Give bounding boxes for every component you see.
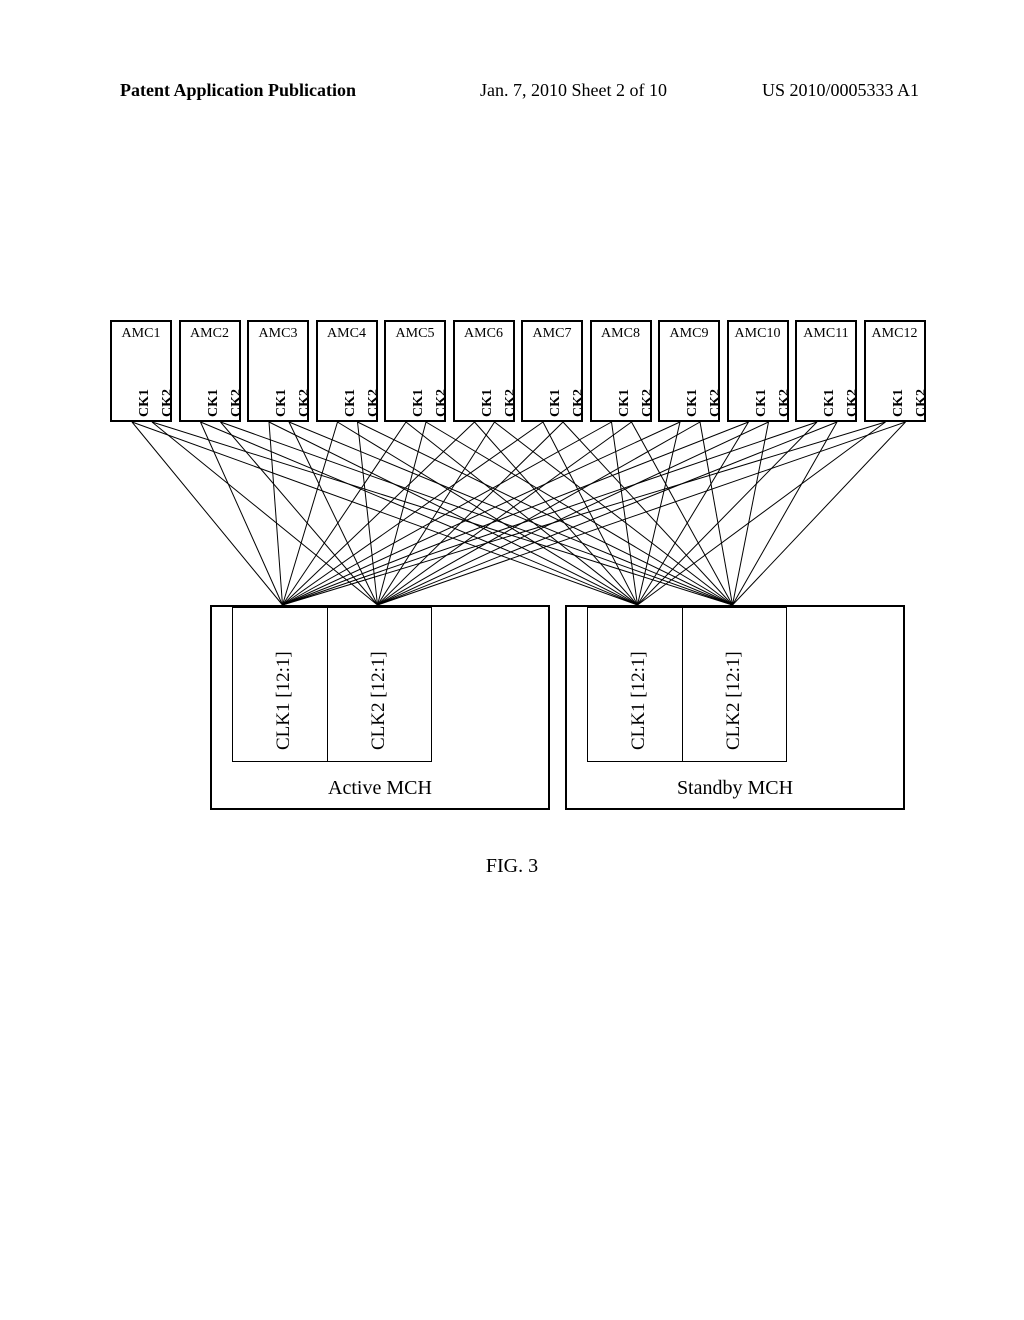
active-mch-caption: Active MCH bbox=[212, 777, 548, 800]
header-publication: Patent Application Publication bbox=[120, 80, 356, 101]
active-clk1-block: CLK1 [12:1] bbox=[232, 607, 337, 762]
active-mch-box: CLK1 [12:1] CLK2 [12:1] Active MCH bbox=[210, 605, 550, 810]
active-clk2-label: CLK2 [12:1] bbox=[368, 651, 390, 750]
figure-label: FIG. 3 bbox=[0, 855, 1024, 878]
standby-mch-caption: Standby MCH bbox=[567, 777, 903, 800]
active-clk1-label: CLK1 [12:1] bbox=[273, 651, 295, 750]
figure-3-diagram: AMC1CK1CK2AMC2CK1CK2AMC3CK1CK2AMC4CK1CK2… bbox=[110, 320, 930, 810]
header-pub-number: US 2010/0005333 A1 bbox=[762, 80, 919, 101]
header-date-sheet: Jan. 7, 2010 Sheet 2 of 10 bbox=[480, 80, 667, 101]
standby-mch-box: CLK1 [12:1] CLK2 [12:1] Standby MCH bbox=[565, 605, 905, 810]
standby-clk2-block: CLK2 [12:1] bbox=[682, 607, 787, 762]
standby-clk1-block: CLK1 [12:1] bbox=[587, 607, 692, 762]
active-clk2-block: CLK2 [12:1] bbox=[327, 607, 432, 762]
standby-clk1-label: CLK1 [12:1] bbox=[628, 651, 650, 750]
standby-clk2-label: CLK2 [12:1] bbox=[723, 651, 745, 750]
